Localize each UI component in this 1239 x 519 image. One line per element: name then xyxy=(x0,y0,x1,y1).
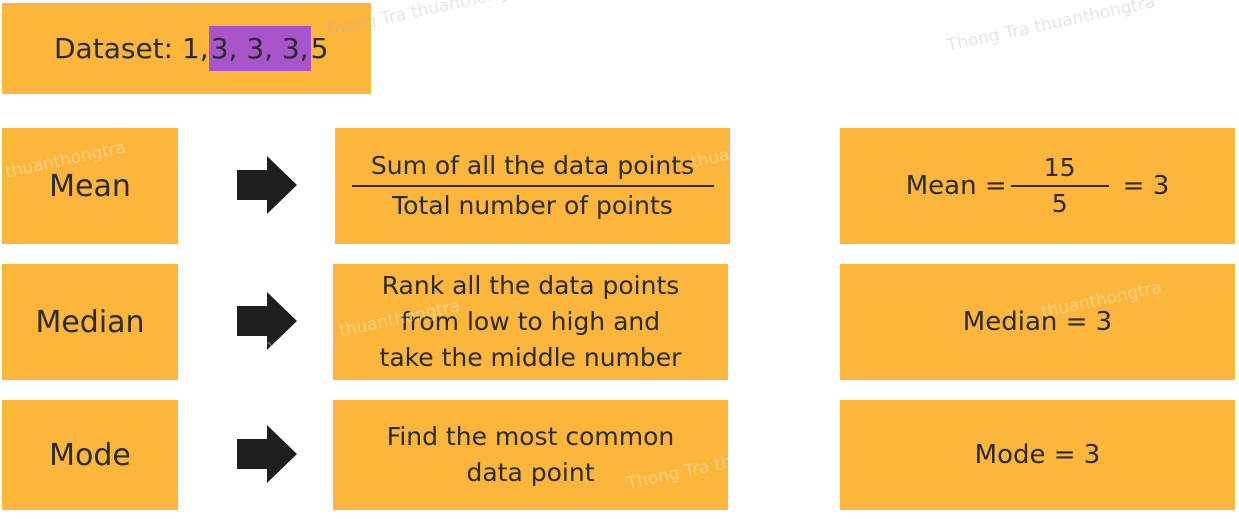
mean-label: Mean xyxy=(49,168,131,204)
median-desc-line: Rank all the data points xyxy=(381,271,680,300)
mean-result-lhs: Mean = xyxy=(905,171,1007,201)
median-description-box: Rank all the data points from low to hig… xyxy=(333,264,728,380)
median-label-box: Median xyxy=(2,264,178,380)
mode-result: Mode = 3 xyxy=(974,440,1101,470)
fraction-bar xyxy=(351,185,714,187)
mode-description-box: Find the most common data point xyxy=(333,400,728,510)
watermark: Thong Tra thuanthongtra xyxy=(945,0,1157,56)
mode-result-box: Mode = 3 xyxy=(840,400,1235,510)
mean-desc-numerator: Sum of all the data points xyxy=(370,151,695,180)
mean-description-fraction: Sum of all the data points Total number … xyxy=(351,147,714,225)
median-label: Median xyxy=(35,304,145,340)
mean-result-box: Mean = 15 5 = 3 xyxy=(840,128,1235,244)
right-arrow-icon xyxy=(237,292,297,350)
median-desc-line: take the middle number xyxy=(379,343,682,372)
mean-label-box: Mean xyxy=(2,128,178,244)
right-arrow-icon xyxy=(237,425,297,483)
median-result-box: Median = 3 xyxy=(840,264,1235,380)
mode-label: Mode xyxy=(49,437,131,473)
mode-label-box: Mode xyxy=(2,400,178,510)
mean-description-box: Sum of all the data points Total number … xyxy=(335,128,730,244)
mean-result-numerator: 15 xyxy=(1043,153,1076,182)
dataset-prefix: Dataset: 1, xyxy=(54,32,209,65)
mode-desc-line: Find the most common xyxy=(386,422,675,451)
mean-result-fraction: 15 5 xyxy=(1010,151,1109,221)
fraction-bar xyxy=(1010,185,1109,187)
dataset-highlight: 3, 3, 3, xyxy=(208,26,311,71)
mean-result-rhs: = 3 xyxy=(1122,171,1170,201)
mode-desc-line: data point xyxy=(466,458,595,487)
mean-desc-denominator: Total number of points xyxy=(392,191,673,220)
median-result: Median = 3 xyxy=(962,307,1113,337)
median-desc-line: from low to high and xyxy=(400,307,661,336)
dataset-suffix: 5 xyxy=(310,32,329,65)
mean-result-denominator: 5 xyxy=(1051,189,1068,218)
right-arrow-icon xyxy=(237,156,297,214)
mean-equation: Mean = 15 5 = 3 xyxy=(906,151,1169,221)
dataset-box: Dataset: 1, 3, 3, 3, 5 xyxy=(2,3,371,94)
